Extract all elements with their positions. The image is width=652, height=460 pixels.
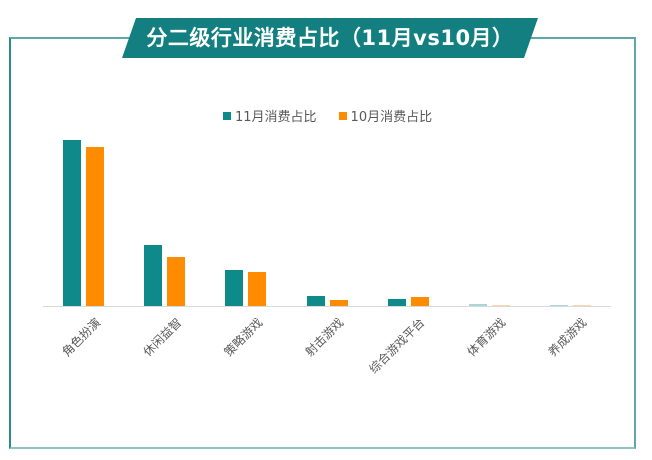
bar-10-0	[86, 147, 105, 306]
bar-10-1	[167, 257, 186, 306]
bar-11-1	[144, 245, 163, 306]
x-axis-line	[43, 306, 611, 307]
legend-swatch-11	[223, 111, 231, 120]
bar-11-6	[549, 305, 568, 306]
bar-11-3	[306, 296, 325, 306]
plot-area	[43, 120, 611, 306]
bar-10-4	[410, 297, 429, 306]
bar-10-5	[491, 305, 510, 306]
legend: 11月消费占比 10月消费占比	[223, 106, 454, 125]
bar-11-5	[468, 304, 487, 306]
bar-10-6	[572, 305, 591, 306]
legend-swatch-10	[338, 111, 347, 120]
bar-10-3	[329, 300, 348, 306]
legend-label-11: 11月消费占比	[235, 110, 317, 125]
chart-title: 分二级行业消费占比（11月vs10月）	[146, 26, 514, 50]
bar-10-2	[248, 272, 267, 306]
legend-item-11: 11月消费占比	[223, 106, 317, 125]
bar-11-0	[63, 140, 82, 306]
title-banner: 分二级行业消费占比（11月vs10月）	[122, 18, 538, 58]
bar-11-4	[387, 299, 406, 306]
bar-11-2	[225, 270, 244, 306]
legend-item-10: 10月消费占比	[338, 106, 433, 125]
banner-shape	[122, 18, 538, 58]
legend-label-10: 10月消费占比	[350, 110, 433, 125]
